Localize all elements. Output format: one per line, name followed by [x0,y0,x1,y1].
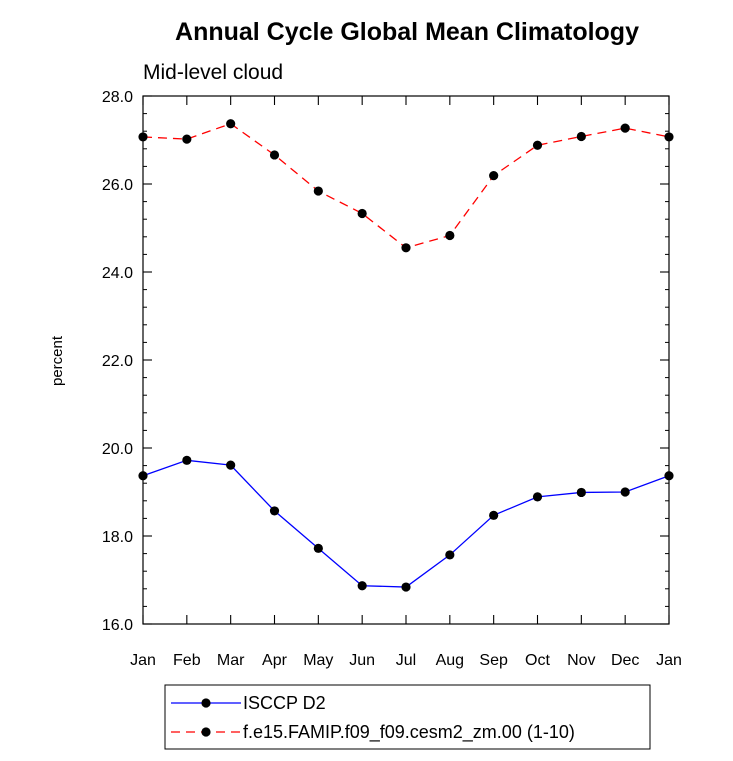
legend-marker [201,698,211,708]
legend-label: ISCCP D2 [243,693,326,713]
data-point [664,132,674,142]
legend-label: f.e15.FAMIP.f09_f09.cesm2_zm.00 (1-10) [243,722,575,743]
x-tick-label: Jan [130,652,156,669]
data-point [182,134,192,144]
data-point [357,208,367,219]
data-point [226,460,236,470]
data-point [226,119,236,129]
data-point [445,550,455,560]
x-tick-label: Feb [173,652,201,669]
x-tick-label: May [303,652,333,669]
data-point [532,492,543,502]
data-point [313,543,323,553]
y-tick-label: 26.0 [102,177,133,194]
x-tick-label: Sep [479,652,508,669]
y-tick-label: 24.0 [102,265,133,282]
y-tick-label: 20.0 [102,441,133,458]
x-tick-label: Apr [262,652,288,669]
data-point [138,471,148,481]
legend-marker [201,727,211,737]
series-line-1 [142,122,670,249]
chart-subtitle: Mid-level cloud [143,61,283,84]
data-point [576,131,586,142]
data-point [138,132,148,142]
plot-area: 16.0 18.0 20.0 22.0 24.0 26.0 28.0 Jan Feb Mar Apr… [102,89,682,669]
y-tick-label: 22.0 [102,353,133,370]
data-point [620,123,630,133]
data-point [182,455,192,465]
legend: ISCCP D2 f.e15.FAMIP.f09_f09.cesm2_zm.00 … [164,684,651,750]
chart-title: Annual Cycle Global Mean Climatology [175,18,639,46]
data-point [269,150,280,160]
series-line-0 [142,459,670,588]
y-axis-label: percent [49,335,66,386]
x-tick-label: Mar [217,652,245,669]
x-tick-label: Jun [349,652,375,669]
data-point [401,582,411,592]
data-point [445,230,455,241]
data-point [664,471,674,481]
y-tick-label: 18.0 [102,529,133,546]
data-point [489,171,499,181]
data-point [620,487,630,497]
data-point [532,140,543,150]
data-point [269,506,280,516]
data-point [357,581,367,591]
data-point [401,243,411,253]
y-tick-label: 16.0 [102,617,133,634]
x-tick-label: Dec [611,652,639,669]
x-tick-label: Jul [396,652,416,669]
y-tick-label: 28.0 [102,89,133,106]
legend-box [164,684,651,750]
x-tick-label: Nov [567,652,595,669]
x-tick-label: Jan [656,652,682,669]
data-point [489,510,499,520]
x-tick-label: Oct [525,652,550,669]
plot-frame [142,95,670,625]
x-tick-label: Aug [436,652,464,669]
data-point [576,487,586,498]
data-point [313,186,323,196]
